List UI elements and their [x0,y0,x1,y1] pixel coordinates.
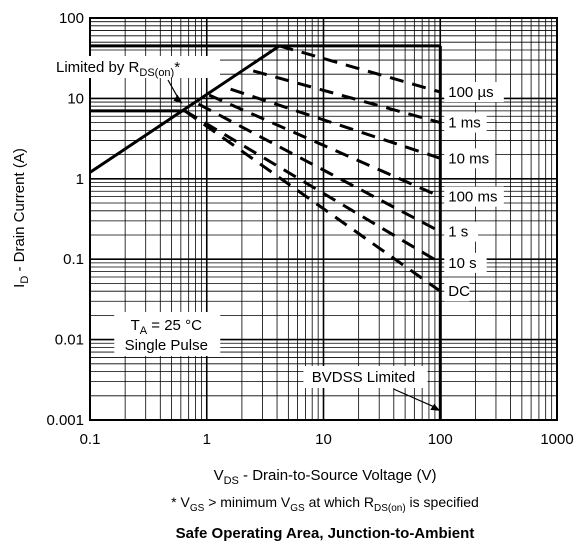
y-tick-label: 0.001 [46,412,84,429]
rds-label: Limited by RDS(on)* [56,59,180,79]
series-line-10-s [184,109,442,265]
series-line-dc [184,109,442,293]
series-label-bg [444,148,496,169]
series-lines [89,44,442,420]
x-tick-labels: 0.1 1 10 100 1000 [80,431,574,448]
conditions-temperature: TA = 25 °C [131,317,202,337]
conditions-pulse: Single Pulse [125,337,208,354]
series-line-1-ms [252,69,441,125]
series-label: 10 ms [448,150,489,167]
series-label: 10 s [448,255,476,272]
x-tick-label: 1 [203,431,211,448]
y-tick-labels: 0.001 0.01 0.1 1 10 100 [46,10,84,429]
series-line-10-ms [230,87,441,160]
grid [90,18,557,420]
rds-arrow-head [173,94,183,104]
y-tick-label: 1 [76,171,84,188]
series-labels: 100 µs 1 ms 10 ms 100 ms 1 s 10 s DC [444,82,504,302]
x-tick-label: 100 [428,431,453,448]
series-label: 1 ms [448,115,481,132]
series-label: 1 s [448,224,468,241]
series-line-1-s [197,102,442,234]
series-line-100-s [279,44,441,94]
rds-arrow-line [167,79,180,99]
series-label-bg [444,186,504,207]
series-label-bg [444,281,470,302]
series-line-limited-by-r-ds-on [89,44,281,174]
chart-title: Safe Operating Area, Junction-to-Ambient [176,525,475,542]
y-tick-label: 100 [59,10,84,27]
bvdss-arrow-line [393,388,437,409]
y-tick-label: 10 [67,90,84,107]
rds-label-bg [52,56,220,78]
y-tick-label: 0.01 [55,332,84,349]
bvdss-label: BVDSS Limited [312,369,415,386]
plot-frame [89,17,558,421]
x-tick-label: 0.1 [80,431,101,448]
series-label: 100 ms [448,189,497,206]
series-label-bg [444,112,487,133]
conditions-bg [114,312,221,356]
footnote: * VGS > minimum VGS at which RDS(on) is … [171,494,479,514]
series-label: DC [448,283,470,300]
x-tick-label: 10 [315,431,332,448]
y-axis-label: ID - Drain Current (A) [11,148,31,288]
x-axis-label: VDS - Drain-to-Source Voltage (V) [214,467,437,487]
series-label: 100 µs [448,84,493,101]
x-tick-label: 1000 [540,431,573,448]
bvdss-arrow-head [430,403,441,411]
bvdss-label-bg [303,366,428,388]
series-label-bg [444,252,487,273]
series-label-bg [444,82,504,103]
y-tick-label: 0.1 [63,251,84,268]
series-label-bg [444,221,479,242]
series-line-100-ms [208,93,441,198]
